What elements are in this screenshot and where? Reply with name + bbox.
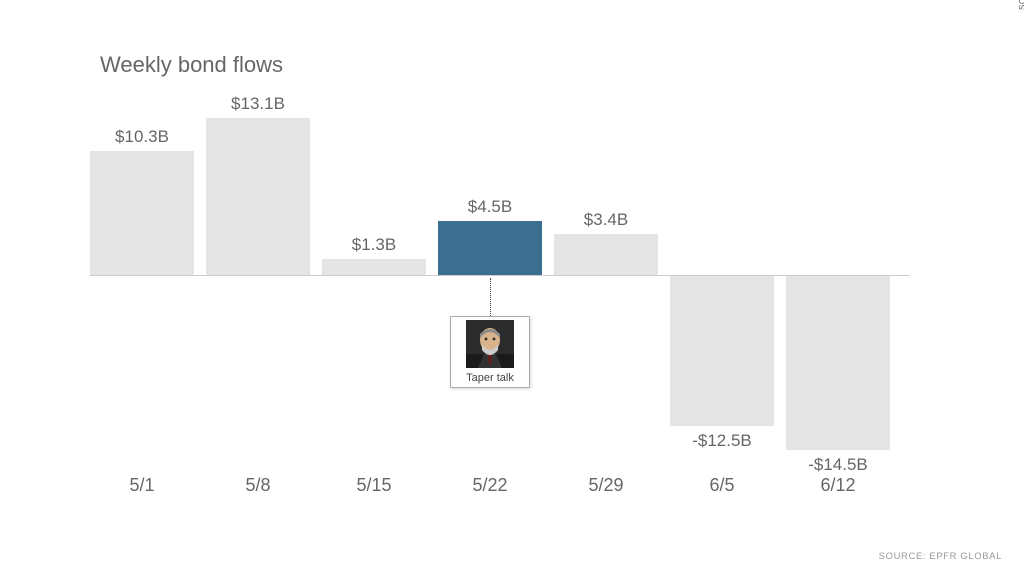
x-axis-label: 6/5 [670, 475, 774, 496]
x-axis-label: 5/15 [322, 475, 426, 496]
bar-value-label: $13.1B [206, 94, 310, 114]
callout-caption: Taper talk [454, 372, 526, 384]
bar-value-label: -$12.5B [670, 431, 774, 451]
bar [322, 259, 426, 275]
portrait-icon [466, 320, 514, 368]
bar [206, 118, 310, 275]
bar-value-label: $10.3B [90, 127, 194, 147]
x-axis-label: 5/1 [90, 475, 194, 496]
chart-baseline [90, 275, 910, 276]
x-axis-label: 5/29 [554, 475, 658, 496]
bar-value-label: $4.5B [438, 197, 542, 217]
footer-source-label: SOURCE: EPFR GLOBAL [879, 551, 1002, 562]
bond-flows-chart: Weekly bond flows $10.3B5/1$13.1B5/8$1.3… [90, 30, 910, 530]
bar-value-label: -$14.5B [786, 455, 890, 475]
x-axis-label: 6/12 [786, 475, 890, 496]
x-axis-label: 5/8 [206, 475, 310, 496]
bar [786, 276, 890, 450]
bar-highlighted [438, 221, 542, 275]
bar-value-label: $1.3B [322, 235, 426, 255]
bar [670, 276, 774, 426]
bar-group: $3.4B5/29 [554, 30, 658, 460]
bar [554, 234, 658, 275]
bar [90, 151, 194, 275]
callout-connector-line [490, 278, 491, 318]
bar-group: $13.1B5/8 [206, 30, 310, 460]
bar-group: -$14.5B6/12 [786, 30, 890, 460]
callout-box: Taper talk [450, 316, 530, 388]
chart-plot-area: $10.3B5/1$13.1B5/8$1.3B5/15$4.5B5/22$3.4… [90, 30, 910, 460]
bar-group: $10.3B5/1 [90, 30, 194, 460]
bar-group: $1.3B5/15 [322, 30, 426, 460]
x-axis-label: 5/22 [438, 475, 542, 496]
bar-value-label: $3.4B [554, 210, 658, 230]
bar-group: $4.5B5/22 [438, 30, 542, 460]
bar-group: -$12.5B6/5 [670, 30, 774, 460]
vertical-source-label: SOURCE: EPFR GLOBAL [1018, 0, 1024, 10]
